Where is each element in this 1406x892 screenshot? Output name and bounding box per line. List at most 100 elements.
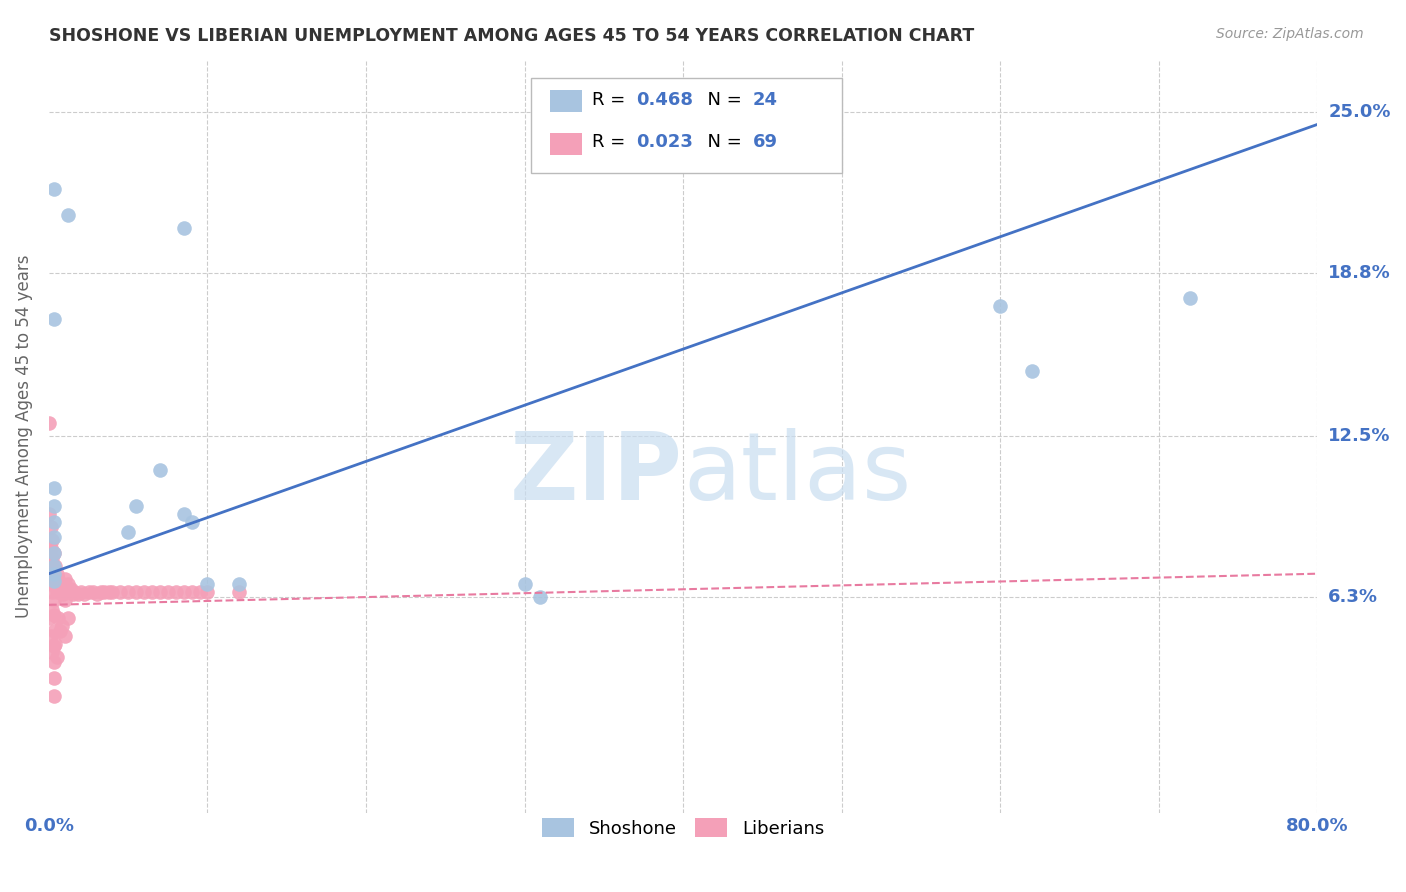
Point <box>513 577 536 591</box>
Point <box>39 629 62 643</box>
Point <box>42 592 65 607</box>
Point <box>93 585 115 599</box>
Point <box>180 585 202 599</box>
Point <box>42 546 65 560</box>
Point <box>41 644 63 658</box>
Point <box>125 585 148 599</box>
Text: 24: 24 <box>752 90 778 109</box>
Point <box>173 221 195 235</box>
Point <box>110 585 132 599</box>
Text: 6.3%: 6.3% <box>1329 588 1378 606</box>
Point <box>42 481 65 495</box>
Point <box>149 463 172 477</box>
Point <box>42 546 65 560</box>
Point <box>42 312 65 326</box>
Point <box>39 558 62 573</box>
Point <box>42 499 65 513</box>
Text: ZIP: ZIP <box>510 428 683 520</box>
Point <box>41 551 63 566</box>
Point <box>77 585 100 599</box>
FancyBboxPatch shape <box>531 78 842 172</box>
Point <box>53 572 76 586</box>
Point <box>66 587 89 601</box>
Text: 69: 69 <box>752 134 778 152</box>
Point <box>73 587 96 601</box>
Point <box>156 585 179 599</box>
Point <box>69 585 91 599</box>
Point <box>42 655 65 669</box>
Point <box>149 585 172 599</box>
Point <box>98 585 121 599</box>
Point <box>42 624 65 638</box>
Point <box>38 507 60 521</box>
Point <box>42 182 65 196</box>
Point <box>56 611 79 625</box>
Point <box>117 585 139 599</box>
Point <box>39 520 62 534</box>
Text: 25.0%: 25.0% <box>1329 103 1391 120</box>
Point <box>125 499 148 513</box>
Point <box>48 572 70 586</box>
Point <box>42 640 65 654</box>
Point <box>42 515 65 529</box>
Bar <box>550 90 582 112</box>
Point <box>42 530 65 544</box>
Point <box>41 533 63 547</box>
Point <box>1180 292 1202 306</box>
Point <box>60 582 83 597</box>
Point <box>63 585 86 599</box>
Y-axis label: Unemployment Among Ages 45 to 54 years: Unemployment Among Ages 45 to 54 years <box>15 254 32 618</box>
Point <box>48 611 70 625</box>
Point <box>56 208 79 222</box>
Point <box>165 585 187 599</box>
Point <box>86 587 108 601</box>
Point <box>173 507 195 521</box>
Point <box>51 618 73 632</box>
Text: 0.023: 0.023 <box>636 134 693 152</box>
Point <box>44 558 66 573</box>
Point <box>988 299 1011 313</box>
Point <box>49 624 72 638</box>
Point <box>117 525 139 540</box>
Point <box>173 585 195 599</box>
Point <box>228 585 250 599</box>
Point <box>45 649 67 664</box>
Point <box>51 582 73 597</box>
Point <box>41 566 63 581</box>
Point <box>45 566 67 581</box>
Point <box>90 585 112 599</box>
Text: SHOSHONE VS LIBERIAN UNEMPLOYMENT AMONG AGES 45 TO 54 YEARS CORRELATION CHART: SHOSHONE VS LIBERIAN UNEMPLOYMENT AMONG … <box>49 27 974 45</box>
Point <box>39 541 62 555</box>
Point <box>38 546 60 560</box>
Text: R =: R = <box>592 90 631 109</box>
Legend: Shoshone, Liberians: Shoshone, Liberians <box>534 811 831 845</box>
Text: Source: ZipAtlas.com: Source: ZipAtlas.com <box>1216 27 1364 41</box>
Text: 18.8%: 18.8% <box>1329 263 1391 282</box>
Point <box>82 585 104 599</box>
Point <box>42 561 65 575</box>
Point <box>42 558 65 573</box>
Point <box>44 577 66 591</box>
Point <box>141 585 163 599</box>
Point <box>228 577 250 591</box>
Bar <box>550 133 582 155</box>
Text: 12.5%: 12.5% <box>1329 427 1391 445</box>
Point <box>56 577 79 591</box>
Point <box>38 416 60 430</box>
Point <box>41 603 63 617</box>
Text: 0.468: 0.468 <box>636 90 693 109</box>
Point <box>42 671 65 685</box>
Point <box>132 585 155 599</box>
Point <box>62 587 84 601</box>
Point <box>180 515 202 529</box>
Point <box>42 574 65 589</box>
Point <box>42 608 65 623</box>
Point <box>42 577 65 591</box>
Point <box>41 585 63 599</box>
Point <box>1021 364 1043 378</box>
Point <box>188 585 211 599</box>
Point <box>42 566 65 581</box>
Point <box>101 585 124 599</box>
Point <box>39 577 62 591</box>
Point <box>197 585 219 599</box>
